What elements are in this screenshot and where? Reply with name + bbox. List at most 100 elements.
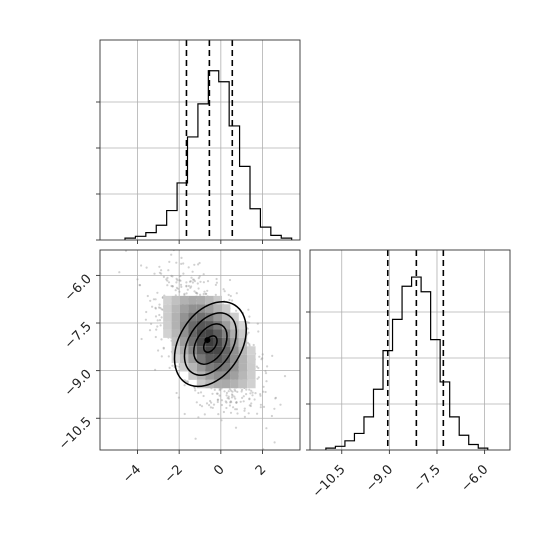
scatter-point (250, 389, 253, 392)
density-cell (221, 346, 231, 355)
scatter-point (171, 285, 174, 288)
hist-y-xtick-label: −6.0 (458, 462, 491, 495)
scatter-point (211, 406, 214, 409)
density-cell (163, 295, 172, 305)
scatter-point (187, 266, 190, 269)
scatter-point (159, 324, 162, 327)
scatter-point (241, 388, 244, 391)
density-cell (179, 363, 189, 372)
scatter-point (158, 271, 161, 274)
scatter-point (234, 408, 237, 411)
scatter-point (217, 413, 220, 416)
density-cell (171, 312, 180, 322)
scatter-point (185, 380, 188, 383)
density-cell (188, 329, 197, 338)
scatter-point (228, 298, 231, 301)
scatter-point (175, 277, 178, 280)
density-cell (196, 346, 206, 355)
scatter-point (144, 318, 147, 321)
hist-x-frame (99, 39, 301, 241)
scatter-point (183, 293, 186, 297)
scatter-point (194, 389, 197, 392)
scatter-point (145, 266, 148, 269)
scatter-point (160, 308, 163, 311)
scatter-point (168, 260, 171, 263)
histogram-x-panel (96, 39, 301, 244)
scatter-point (140, 337, 143, 341)
scatter-point (218, 389, 221, 392)
scatter-point (223, 390, 226, 393)
scatter-point (251, 394, 254, 397)
density-cell (188, 304, 197, 313)
density-cell (188, 295, 197, 305)
density-cell (221, 304, 231, 313)
scatter-point (209, 399, 212, 403)
scatter-point (118, 271, 121, 274)
density-cell (213, 379, 222, 389)
scatter-point (198, 261, 201, 265)
scatter-point (270, 414, 273, 418)
scatter-point (167, 355, 170, 358)
density-cell (179, 304, 189, 313)
scatter-point (210, 401, 213, 404)
scatter-point (185, 281, 188, 284)
density-cell (230, 379, 239, 389)
scatter-point (197, 287, 200, 290)
density-cell (179, 295, 189, 305)
density-cell (163, 321, 172, 330)
scatter-point (196, 292, 199, 295)
scatter-point (194, 291, 197, 294)
scatter-ytick-label: −7.5 (62, 319, 95, 352)
scatter-point (257, 366, 260, 370)
scatter-point (191, 270, 194, 273)
scatter-point (180, 256, 183, 259)
scatter-point (177, 396, 180, 399)
scatter-point (227, 395, 230, 398)
scatter-ytick-label: −6.0 (62, 272, 95, 305)
hist-y-histogram-step (325, 276, 489, 450)
scatter-point (183, 292, 186, 295)
scatter-point (247, 331, 250, 334)
scatter-point (190, 276, 193, 279)
scatter-point (151, 305, 154, 308)
density-cell (179, 312, 189, 322)
scatter-point (193, 290, 196, 293)
density-cell (205, 304, 214, 313)
scatter-point (204, 292, 207, 295)
scatter-point (178, 290, 181, 293)
density-cell (213, 295, 222, 305)
scatter-point (178, 279, 181, 282)
scatter-point (203, 413, 206, 416)
scatter-point (251, 391, 254, 394)
scatter-point (248, 344, 251, 347)
density-cell (179, 321, 189, 330)
scatter-point (225, 391, 228, 395)
hist-y-xtick-label: −10.5 (310, 462, 349, 501)
scatter-point (185, 292, 188, 295)
density-cell (221, 379, 231, 389)
scatter-point (256, 412, 259, 415)
scatter-point (223, 290, 226, 293)
hist-y-frame (309, 249, 511, 451)
scatter-point (235, 401, 238, 404)
scatter-point (205, 292, 208, 295)
density-cell (221, 371, 231, 380)
scatter-point (231, 394, 234, 397)
density-cell (205, 312, 214, 322)
scatter-point (257, 376, 260, 379)
scatter-point (206, 289, 209, 292)
scatter-point (211, 392, 214, 395)
scatter-point (240, 390, 243, 393)
scatter-point (245, 388, 248, 391)
scatter-point (158, 265, 161, 268)
scatter-point (248, 397, 251, 400)
scatter-point (174, 294, 177, 297)
scatter-point (180, 262, 183, 265)
scatter-point (253, 398, 256, 401)
scatter-xtick-label: −2 (162, 462, 186, 486)
scatter-point (162, 346, 165, 349)
density-cell (213, 329, 222, 338)
scatter-point (198, 275, 201, 278)
